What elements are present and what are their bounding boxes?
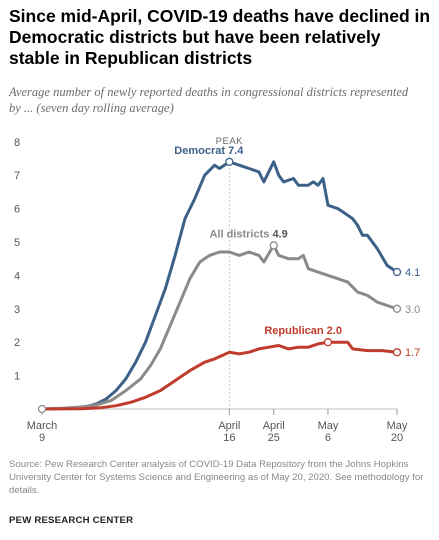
series-line-2 xyxy=(40,340,399,411)
end-point xyxy=(392,348,402,357)
x-tick-label: April 25 xyxy=(263,420,285,444)
chart-title: Since mid-April, COVID-19 deaths have de… xyxy=(9,6,431,68)
x-tick-label: March 9 xyxy=(27,420,58,444)
y-tick-label: 5 xyxy=(14,237,20,249)
series-line-0 xyxy=(40,160,399,411)
x-tick-label: April 16 xyxy=(218,420,240,444)
x-tick-label: May 6 xyxy=(318,420,339,444)
end-point xyxy=(392,267,402,277)
end-value-label: 4.1 xyxy=(405,267,420,279)
series-name-label: Democrat 7.4 xyxy=(174,145,244,157)
end-value-label: 3.0 xyxy=(405,304,420,316)
x-axis: March 9 April 16 April 25 May 6 May 20 xyxy=(27,408,408,444)
chart-subtitle: Average number of newly reported deaths … xyxy=(9,85,409,115)
end-value-label: 1.7 xyxy=(405,347,420,359)
series-name-label: Republican 2.0 xyxy=(264,325,342,337)
series-line-1 xyxy=(40,243,399,411)
peak-point xyxy=(323,338,333,347)
x-tick-label: May 20 xyxy=(387,420,408,444)
y-tick-label: 6 xyxy=(14,204,20,216)
peak-point xyxy=(225,157,234,166)
y-tick-label: 3 xyxy=(14,304,20,316)
series-lines xyxy=(37,160,399,414)
y-tick-label: 8 xyxy=(14,137,20,149)
y-tick-label: 2 xyxy=(14,337,20,349)
y-axis: 1 2 3 4 5 6 7 8 xyxy=(14,137,20,383)
line-chart: 1 2 3 4 5 6 7 8 March 9 April 16 April 25 May 6 May 20 P… xyxy=(14,136,420,444)
end-point xyxy=(392,304,402,313)
peak-label: PEAK xyxy=(216,136,244,147)
start-point xyxy=(37,404,47,414)
peak-annotation: PEAK xyxy=(216,136,244,409)
y-tick-label: 7 xyxy=(14,170,20,182)
series-labels: Democrat 7.4 4.1 All districts 4.9 3.0 Repub… xyxy=(174,145,420,359)
series-name-label: All districts 4.9 xyxy=(209,228,287,240)
y-tick-label: 4 xyxy=(14,270,20,282)
y-tick-label: 1 xyxy=(14,371,20,383)
brand-logo-text: PEW RESEARCH CENTER xyxy=(9,515,134,526)
peak-point xyxy=(269,241,278,250)
source-note: Source: Pew Research Center analysis of … xyxy=(9,459,424,496)
